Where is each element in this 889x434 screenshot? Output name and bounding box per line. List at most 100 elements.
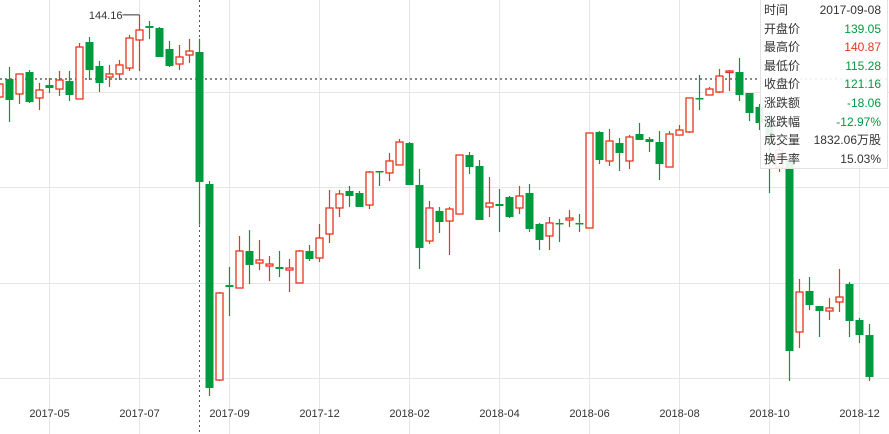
candle [455,154,464,215]
candle [565,210,574,228]
candle [675,125,684,136]
candle [125,35,134,72]
candle-body-up [255,259,264,264]
candle-body-down [695,97,704,100]
candle [45,77,54,94]
candle-body-down [615,143,624,153]
tooltip-row-change-pct: 涨跌幅 -12.97% [764,113,881,132]
tooltip-label: 最低价 [764,58,801,73]
candle-body-up [185,50,194,56]
candle-body-down [5,78,14,100]
candle-body-down [785,160,794,352]
candle-body-up [825,307,834,312]
candle-body-down [25,72,34,103]
candle-body-up [705,88,714,96]
candle [515,185,524,215]
candle-body-up [135,29,144,41]
candle-body-down [355,193,364,207]
candle [65,71,74,102]
candle [545,217,554,250]
candle [15,73,24,104]
candle-body-up [35,89,44,99]
candle-body-up [365,171,374,206]
candle [445,206,454,256]
candle [115,60,124,81]
candle-body-up [585,132,594,229]
candle-body-down [815,306,824,311]
candle-body-down [555,222,564,225]
tooltip-label: 时间 [764,3,789,17]
candle [345,185,354,207]
candle-body-up [115,64,124,75]
x-tick-label: 2017-12 [299,408,339,420]
candle-body-down [735,72,744,95]
candle-body-down [575,222,584,225]
candle-body-up [0,83,4,98]
candle [165,40,174,68]
tooltip-value: -12.97% [836,114,881,129]
candle [85,36,94,81]
candle [705,86,714,96]
x-tick-label: 2018-12 [839,408,879,420]
x-tick-label: 2018-02 [389,408,429,420]
tooltip-label: 涨跌额 [764,95,801,110]
candle-body-down [65,81,74,95]
candle [585,132,594,229]
candle [695,75,704,111]
candle-body-down [595,131,604,161]
candle-body-down [855,319,864,336]
candle-body-up [605,140,614,162]
candle-body-down [435,210,444,223]
candle-body-up [265,263,274,267]
tooltip-row-low: 最低价 115.28 [764,57,881,76]
candle [55,71,64,96]
candle-body-up [545,222,554,237]
candle [745,93,754,122]
candle [645,136,654,153]
candle [295,250,304,284]
candle [535,222,544,250]
candle [305,244,314,261]
candle [655,131,664,181]
candle-body-up [485,202,494,208]
candle-body-down [305,251,314,260]
candle-body-up [715,75,724,93]
candle [415,168,424,269]
candle-body-down [505,197,514,218]
candle [845,281,854,337]
candle [75,43,84,100]
candle [495,189,504,232]
candle-body-down [95,65,104,83]
candle [595,131,604,165]
candle-body-down [415,185,424,248]
candle-body-down [375,171,384,173]
candle-body-down [525,193,534,229]
candle [805,277,814,311]
candle [395,139,404,166]
candle [315,223,324,262]
candle-body-down [635,134,644,140]
candle [435,206,444,233]
candle-body-up [835,296,844,303]
candle [25,69,34,103]
candle-body-up [125,37,134,69]
candle [715,68,724,94]
candle [785,155,794,382]
candle-body-up [725,70,734,74]
candle [325,189,334,244]
candle-body-down [205,184,214,389]
tooltip-row-change: 涨跌额 -18.06 [764,94,881,113]
tooltip-value: 115.28 [845,58,881,73]
candle-body-up [565,217,574,221]
candle-body-down [745,93,754,114]
tooltip-row-high: 最高价 140.87 [764,38,881,57]
candle-body-up [75,46,84,100]
candle [865,323,874,382]
tooltip-value: 121.16 [844,77,881,92]
candle-body-up [335,193,344,209]
candle [255,239,264,270]
candle [95,60,104,93]
candle [685,97,694,133]
candle [605,128,614,166]
